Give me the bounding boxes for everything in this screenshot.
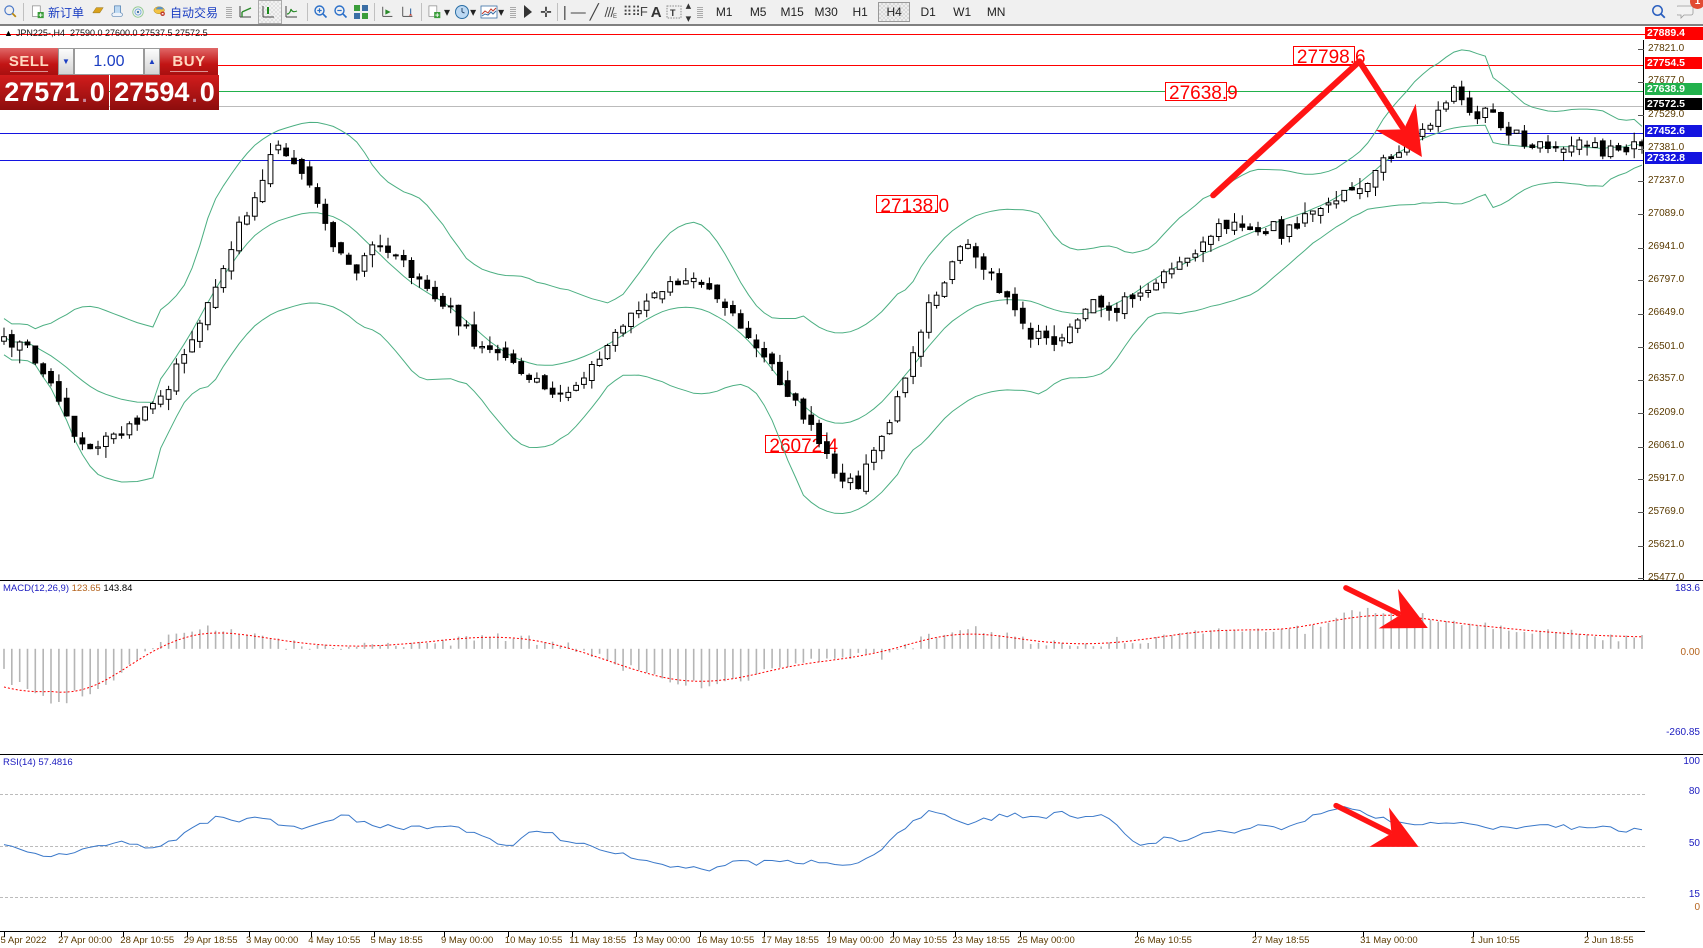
svg-text:T: T [670,8,676,18]
svg-text:E: E [613,14,617,19]
